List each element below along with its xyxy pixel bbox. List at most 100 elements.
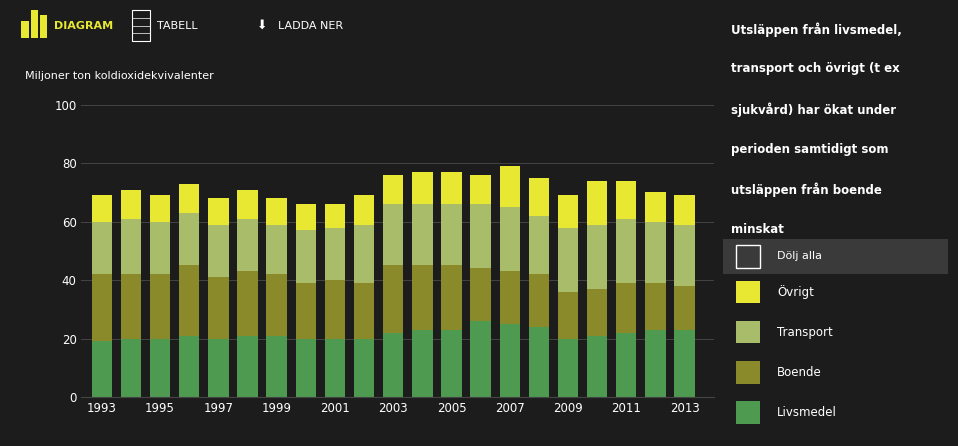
Bar <box>179 213 199 265</box>
Text: Boende: Boende <box>777 366 822 379</box>
Bar <box>132 10 149 41</box>
Text: TABELL: TABELL <box>157 21 197 31</box>
Bar <box>529 216 549 274</box>
Bar <box>736 361 760 384</box>
Bar <box>616 181 636 219</box>
Bar <box>674 225 695 286</box>
Bar <box>587 225 607 289</box>
Text: sjukvård) har ökat under: sjukvård) har ökat under <box>731 103 896 117</box>
Bar <box>470 321 490 397</box>
Text: ⬇: ⬇ <box>257 19 267 32</box>
Bar <box>383 333 403 397</box>
Bar <box>616 333 636 397</box>
Bar <box>179 335 199 397</box>
Text: Utsläppen från livsmedel,: Utsläppen från livsmedel, <box>731 22 901 37</box>
Bar <box>238 335 258 397</box>
Bar <box>587 335 607 397</box>
Bar <box>736 321 760 343</box>
Text: Livsmedel: Livsmedel <box>777 406 837 419</box>
Text: DIAGRAM: DIAGRAM <box>54 21 113 31</box>
Bar <box>296 283 316 339</box>
Bar <box>121 274 141 339</box>
Bar <box>266 274 286 335</box>
Bar <box>31 10 37 38</box>
Bar <box>92 342 112 397</box>
Bar <box>412 172 432 204</box>
Bar <box>558 195 579 227</box>
Bar <box>412 204 432 265</box>
Bar <box>149 222 171 274</box>
Bar <box>587 181 607 225</box>
Bar <box>470 268 490 321</box>
Bar <box>325 280 345 339</box>
Bar <box>121 219 141 274</box>
Bar <box>499 166 520 207</box>
Bar <box>208 198 229 225</box>
Bar <box>723 239 948 274</box>
Bar <box>354 225 375 283</box>
Bar <box>736 281 760 303</box>
Bar <box>412 265 432 330</box>
Bar <box>412 330 432 397</box>
Bar <box>325 227 345 280</box>
Text: Miljoner ton koldioxidekvivalenter: Miljoner ton koldioxidekvivalenter <box>25 71 214 82</box>
Bar <box>646 283 666 330</box>
Bar <box>736 401 760 424</box>
Text: Övrigt: Övrigt <box>777 285 814 299</box>
Text: Dölj alla: Dölj alla <box>777 252 822 261</box>
Bar <box>121 339 141 397</box>
Bar <box>529 274 549 327</box>
Bar <box>558 339 579 397</box>
Bar <box>383 265 403 333</box>
Bar <box>646 330 666 397</box>
Bar <box>149 339 171 397</box>
Bar <box>92 274 112 342</box>
Bar <box>499 324 520 397</box>
Bar <box>529 327 549 397</box>
Bar <box>646 222 666 283</box>
Bar <box>208 339 229 397</box>
Bar <box>21 21 29 38</box>
Bar <box>354 195 375 225</box>
Bar <box>238 190 258 219</box>
Bar <box>674 330 695 397</box>
Bar <box>266 198 286 225</box>
Bar <box>296 339 316 397</box>
Text: minskat: minskat <box>731 223 784 236</box>
Bar <box>383 204 403 265</box>
Bar <box>149 195 171 222</box>
Bar <box>40 15 47 38</box>
Bar <box>499 271 520 324</box>
Text: transport och övrigt (t ex: transport och övrigt (t ex <box>731 62 900 75</box>
Bar <box>616 283 636 333</box>
Bar <box>121 190 141 219</box>
Bar <box>296 231 316 283</box>
Text: Transport: Transport <box>777 326 833 339</box>
Bar <box>529 178 549 216</box>
Bar <box>266 335 286 397</box>
Bar <box>238 219 258 271</box>
Bar <box>616 219 636 283</box>
Bar <box>92 195 112 222</box>
Bar <box>354 283 375 339</box>
Bar <box>470 175 490 204</box>
Bar <box>442 330 462 397</box>
Bar <box>266 225 286 274</box>
Bar <box>296 204 316 231</box>
Bar <box>442 172 462 204</box>
Bar <box>354 339 375 397</box>
Text: utsläppen från boende: utsläppen från boende <box>731 183 881 198</box>
Text: perioden samtidigt som: perioden samtidigt som <box>731 143 888 156</box>
Bar <box>149 274 171 339</box>
Bar <box>674 286 695 330</box>
Bar <box>179 265 199 335</box>
Bar <box>736 245 760 268</box>
Text: LADDA NER: LADDA NER <box>279 21 344 31</box>
Bar <box>558 227 579 292</box>
Bar <box>179 184 199 213</box>
Bar <box>92 222 112 274</box>
Bar <box>208 277 229 339</box>
Bar <box>442 204 462 265</box>
Bar <box>646 193 666 222</box>
Bar <box>674 195 695 225</box>
